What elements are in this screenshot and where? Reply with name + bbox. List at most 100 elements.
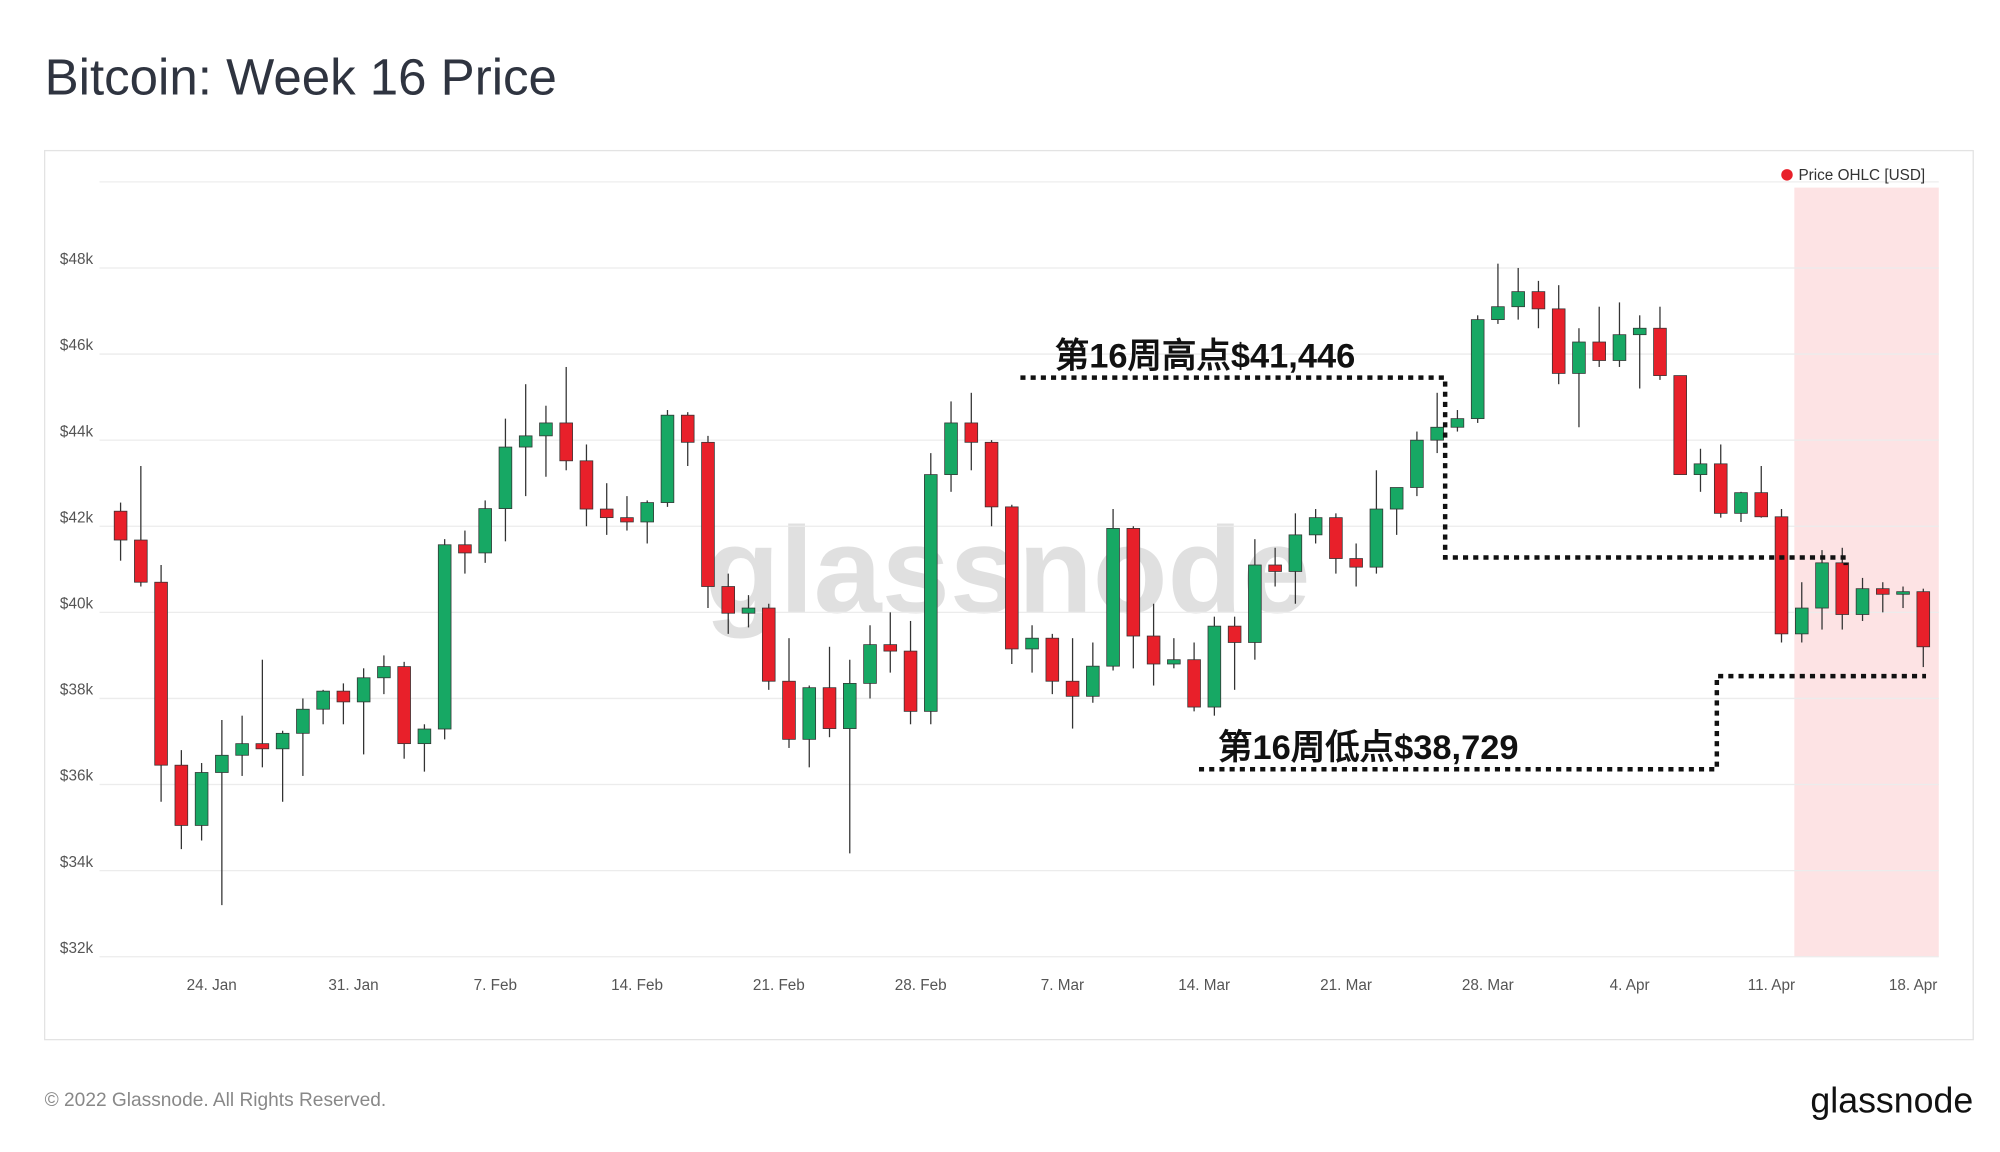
x-tick-label: 18. Apr bbox=[1889, 977, 1937, 994]
candle-body bbox=[1653, 327, 1667, 376]
candle-body bbox=[1288, 534, 1303, 572]
x-tick-label: 14. Feb bbox=[611, 977, 663, 994]
candle-body bbox=[1005, 506, 1019, 650]
candle-body bbox=[397, 666, 411, 745]
candle-body bbox=[296, 708, 310, 734]
candle-body bbox=[316, 690, 330, 710]
candle-body bbox=[174, 764, 189, 826]
x-tick-label: 28. Mar bbox=[1462, 977, 1514, 994]
candle-body bbox=[1410, 439, 1424, 488]
candle-body bbox=[255, 743, 270, 750]
candle-body bbox=[194, 772, 209, 826]
annotation: 第16周低点$38,729 bbox=[1218, 729, 1518, 767]
x-tick-label: 7. Mar bbox=[1041, 977, 1084, 994]
candle-body bbox=[721, 586, 736, 614]
candle-body bbox=[1916, 591, 1931, 648]
candle-body bbox=[478, 508, 492, 554]
candle-body bbox=[1389, 487, 1404, 510]
y-tick-label: $32k bbox=[60, 940, 94, 957]
candle-body bbox=[154, 581, 168, 766]
candles-layer bbox=[113, 263, 1931, 906]
candle-body bbox=[336, 690, 351, 703]
candle-body bbox=[1187, 659, 1201, 708]
x-tick-label: 21. Mar bbox=[1320, 977, 1372, 994]
x-tick-label: 4. Apr bbox=[1610, 977, 1650, 994]
candle-body bbox=[1896, 591, 1910, 595]
candle-body bbox=[1855, 588, 1870, 615]
candle-body bbox=[802, 687, 817, 740]
candle-body bbox=[417, 728, 432, 745]
candle-body bbox=[1693, 463, 1708, 475]
candle-body bbox=[437, 544, 452, 730]
candle-body bbox=[1491, 306, 1505, 321]
candle-body bbox=[1268, 564, 1282, 572]
candle-body bbox=[782, 680, 796, 740]
candle-body bbox=[1126, 528, 1141, 637]
y-tick-label: $44k bbox=[60, 423, 94, 440]
y-tick-label: $46k bbox=[60, 337, 94, 354]
x-tick-label: 7. Feb bbox=[474, 977, 517, 994]
high-annotation-line bbox=[1020, 375, 1848, 566]
candle-body bbox=[1713, 463, 1728, 514]
candle-body bbox=[660, 414, 675, 503]
candle-body bbox=[863, 644, 877, 684]
candle-body bbox=[1592, 341, 1606, 361]
candle-body bbox=[498, 446, 513, 509]
legend-marker bbox=[1781, 169, 1793, 181]
candle-body bbox=[458, 544, 472, 554]
y-tick-label: $36k bbox=[60, 768, 94, 785]
candle-body bbox=[1248, 564, 1262, 643]
candle-body bbox=[761, 607, 776, 682]
candle-body bbox=[1815, 562, 1829, 609]
candle-body bbox=[1551, 308, 1566, 374]
candle-body bbox=[1835, 562, 1850, 615]
candle-body bbox=[1065, 680, 1080, 697]
candle-body bbox=[579, 460, 594, 510]
candle-body bbox=[1045, 637, 1060, 682]
candle-body bbox=[113, 510, 128, 541]
candle-body bbox=[1308, 517, 1323, 536]
candle-body bbox=[1450, 418, 1465, 428]
candle-body bbox=[964, 422, 979, 443]
low-annotation-line bbox=[1198, 673, 1927, 772]
candle-body bbox=[1086, 665, 1100, 697]
candle-body bbox=[1754, 492, 1769, 518]
candle-body bbox=[822, 687, 837, 729]
candle-body bbox=[134, 539, 148, 583]
grid-layer: $32k $34k $36k $38k $40k $42k $44k $46k $48k 24. … bbox=[60, 181, 1939, 994]
x-tick-label: 14. Mar bbox=[1178, 977, 1230, 994]
candle-body bbox=[1106, 528, 1120, 667]
candle-body bbox=[640, 502, 654, 523]
candle-body bbox=[1146, 635, 1161, 665]
chart-frame bbox=[44, 149, 1974, 1041]
legend-label: Price OHLC [USD] bbox=[1798, 167, 1925, 184]
candle-body bbox=[984, 441, 999, 508]
x-tick-label: 24. Jan bbox=[187, 977, 237, 994]
x-tick-label: 11. Apr bbox=[1748, 977, 1795, 994]
x-tick-label: 21. Feb bbox=[753, 977, 805, 994]
y-tick-label: $40k bbox=[60, 596, 94, 613]
candle-body bbox=[599, 508, 614, 519]
y-tick-label: $38k bbox=[60, 682, 94, 699]
candle-body bbox=[701, 441, 715, 587]
candle-body bbox=[539, 422, 553, 437]
candle-body bbox=[620, 517, 634, 523]
candle-body bbox=[1511, 291, 1525, 308]
y-tick-label: $34k bbox=[60, 854, 94, 871]
candle-body bbox=[1470, 319, 1485, 420]
candle-body bbox=[1025, 637, 1039, 650]
candle-body bbox=[1876, 588, 1890, 595]
x-tick-label: 28. Feb bbox=[895, 977, 947, 994]
candle-body bbox=[944, 422, 958, 475]
page-title: Bitcoin: Week 16 Price bbox=[45, 48, 557, 105]
candle-body bbox=[680, 414, 695, 443]
candle-body bbox=[1207, 625, 1222, 708]
candle-body bbox=[903, 650, 918, 712]
candle-body bbox=[883, 644, 898, 652]
y-tick-label: $42k bbox=[60, 509, 94, 526]
candle-body bbox=[235, 743, 249, 756]
candle-body bbox=[1612, 334, 1627, 361]
candle-body bbox=[1632, 327, 1647, 336]
y-tick-label: $48k bbox=[60, 251, 94, 268]
